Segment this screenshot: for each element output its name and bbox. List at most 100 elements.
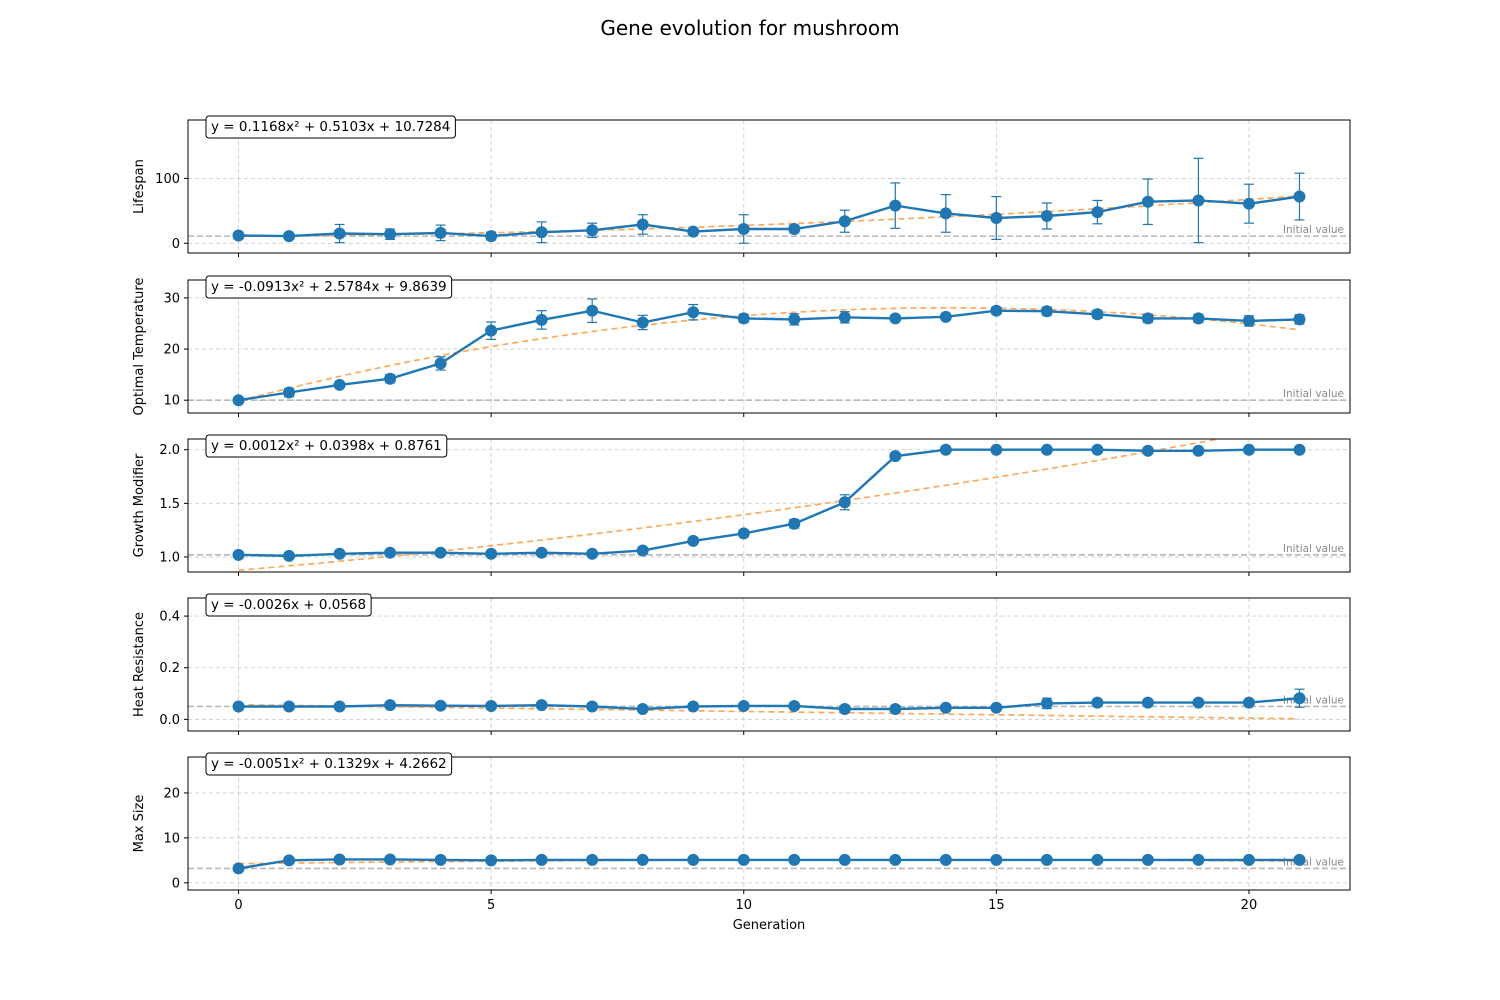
data-point xyxy=(1141,312,1154,325)
data-point xyxy=(434,699,447,712)
data-point xyxy=(1141,696,1154,709)
data-point xyxy=(1293,313,1306,326)
data-point xyxy=(232,862,245,875)
y-axis-label: Max Size xyxy=(132,795,147,853)
data-point xyxy=(1091,308,1104,321)
data-point xyxy=(535,853,548,866)
equation-box-frame xyxy=(205,593,372,617)
series-line xyxy=(238,858,1300,870)
data-point xyxy=(535,313,548,326)
data-point xyxy=(788,517,801,530)
data-point xyxy=(788,313,801,326)
data-point xyxy=(889,450,902,463)
data-point xyxy=(1242,197,1255,210)
data-point xyxy=(889,703,902,716)
series-line xyxy=(238,697,1300,711)
data-point xyxy=(737,312,750,325)
data-point xyxy=(939,853,952,866)
data-point xyxy=(1040,443,1053,456)
equation-text: y = -0.0026x + 0.0568 xyxy=(211,597,366,613)
data-point xyxy=(687,700,700,713)
y-tick-label: 1.0 xyxy=(159,550,180,565)
data-point xyxy=(636,853,649,866)
data-point xyxy=(283,230,296,243)
data-point xyxy=(586,547,599,560)
data-point xyxy=(232,700,245,713)
initial-value-label: Initial value xyxy=(1283,694,1344,706)
equation-box: y = -0.0026x + 0.0568 xyxy=(205,593,372,617)
trend-line xyxy=(238,439,1224,572)
data-point xyxy=(1040,853,1053,866)
equation-text: y = -0.0051x² + 0.1329x + 4.2662 xyxy=(211,756,447,772)
data-point xyxy=(990,211,1003,224)
y-axis-label: Heat Resistance xyxy=(132,612,147,717)
data-point xyxy=(384,228,397,241)
subplot-3: 1.0 1.5 2.0 Initial value y = 0.0012x² + 0.0… xyxy=(132,434,1351,576)
axes-frame xyxy=(187,597,1351,732)
data-point xyxy=(788,853,801,866)
x-tick-label: 20 xyxy=(1241,898,1258,913)
data-point xyxy=(737,527,750,540)
data-point xyxy=(939,207,952,220)
data-point xyxy=(333,853,346,866)
equation-text: y = 0.1168x² + 0.5103x + 10.7284 xyxy=(211,119,450,135)
data-point xyxy=(990,443,1003,456)
data-point xyxy=(889,853,902,866)
data-point xyxy=(1242,853,1255,866)
x-tick-label: 15 xyxy=(988,898,1005,913)
data-point xyxy=(737,699,750,712)
data-point xyxy=(384,699,397,712)
data-point xyxy=(939,310,952,323)
data-point xyxy=(838,496,851,509)
equation-text: y = 0.0012x² + 0.0398x + 0.8761 xyxy=(211,438,442,454)
data-point xyxy=(586,853,599,866)
x-axis-label: Generation xyxy=(733,918,806,933)
data-point xyxy=(1141,195,1154,208)
initial-value-label: Initial value xyxy=(1283,543,1344,555)
data-point xyxy=(1040,305,1053,318)
y-axis-label: Optimal Temperature xyxy=(132,278,147,416)
data-point xyxy=(1293,853,1306,866)
subplot-5: 0 10 20 0 5 10 15 20 Initial value y = -0.0051x² … xyxy=(132,752,1351,913)
data-point xyxy=(838,853,851,866)
data-point xyxy=(434,853,447,866)
data-point xyxy=(1293,692,1306,705)
data-point xyxy=(737,222,750,235)
data-point xyxy=(384,372,397,385)
data-point xyxy=(333,700,346,713)
data-point xyxy=(737,853,750,866)
data-point xyxy=(586,304,599,317)
data-point xyxy=(333,378,346,391)
y-tick-label: 0.2 xyxy=(159,661,180,676)
data-point xyxy=(535,546,548,559)
data-point xyxy=(586,224,599,237)
data-point xyxy=(333,227,346,240)
subplot-4: 0.0 0.2 0.4 Initial value y = -0.0026x + 0.0… xyxy=(132,593,1351,735)
data-point xyxy=(838,311,851,324)
data-point xyxy=(889,199,902,212)
data-point xyxy=(838,215,851,228)
data-point xyxy=(1192,444,1205,457)
data-point xyxy=(535,226,548,239)
series-line xyxy=(238,195,1300,238)
trend-line xyxy=(238,195,1300,238)
data-point xyxy=(283,549,296,562)
data-point xyxy=(232,548,245,561)
equation-box: y = -0.0913x² + 2.5784x + 9.8639 xyxy=(205,275,453,299)
data-point xyxy=(939,701,952,714)
axes-frame xyxy=(187,279,1351,414)
data-point xyxy=(636,703,649,716)
data-point xyxy=(232,394,245,407)
data-point xyxy=(939,443,952,456)
y-tick-label: 1.5 xyxy=(159,497,180,512)
data-point xyxy=(1293,443,1306,456)
equation-box-frame xyxy=(205,434,448,458)
data-point xyxy=(1091,443,1104,456)
data-point xyxy=(1242,314,1255,327)
series-line xyxy=(238,448,1300,558)
data-point xyxy=(485,230,498,243)
equation-text: y = -0.0913x² + 2.5784x + 9.8639 xyxy=(211,279,447,295)
initial-value-label: Initial value xyxy=(1283,224,1344,236)
